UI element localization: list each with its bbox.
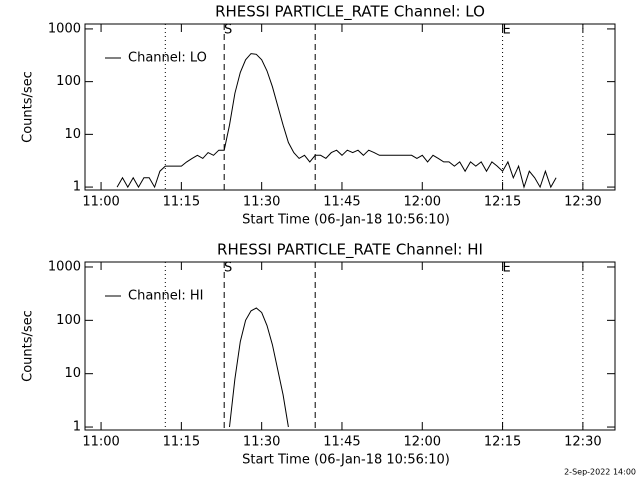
y-tick-label: 10: [64, 127, 81, 142]
y-tick-label: 1000: [48, 259, 81, 274]
y-axis-label: Counts/sec: [21, 71, 36, 143]
x-tick-label: 11:30: [243, 435, 280, 450]
y-tick-label: 100: [56, 313, 81, 328]
plot-frame: [84, 261, 616, 431]
x-tick-label: 11:30: [243, 195, 280, 210]
marker-label: S: [224, 261, 232, 276]
y-tick-label: 100: [56, 74, 81, 89]
chart-title: RHESSI PARTICLE_RATE Channel: LO: [215, 3, 485, 22]
x-tick-label: 12:30: [564, 195, 601, 210]
legend-label: Channel: LO: [128, 51, 207, 66]
x-tick-label: 11:15: [163, 435, 200, 450]
x-tick-label: 11:45: [323, 195, 360, 210]
data-line: [229, 307, 289, 428]
x-tick-label: 11:15: [163, 195, 200, 210]
data-line: [116, 53, 557, 189]
plot-area: [116, 53, 557, 189]
plot-frame: [84, 23, 616, 191]
x-tick-label: 11:00: [82, 195, 119, 210]
marker-label: E: [502, 23, 510, 38]
x-tick-label: 11:00: [82, 435, 119, 450]
y-tick-label: 1000: [48, 21, 81, 36]
x-axis-label: Start Time (06-Jan-18 10:56:10): [242, 453, 450, 468]
x-tick-label: 12:15: [484, 195, 521, 210]
marker-label: E: [502, 261, 510, 276]
y-tick-label: 1: [73, 420, 81, 435]
x-tick-label: 12:00: [404, 435, 441, 450]
legend-label: Channel: HI: [128, 289, 204, 304]
chart-title: RHESSI PARTICLE_RATE Channel: HI: [217, 241, 483, 260]
x-axis-label: Start Time (06-Jan-18 10:56:10): [242, 213, 450, 228]
y-tick-label: 10: [64, 366, 81, 381]
x-tick-label: 12:30: [564, 435, 601, 450]
y-tick-label: 1: [73, 180, 81, 195]
marker-label: S: [224, 23, 232, 38]
x-tick-label: 11:45: [323, 435, 360, 450]
plot-area: [229, 307, 289, 428]
x-tick-label: 12:00: [404, 195, 441, 210]
y-axis-label: Counts/sec: [21, 310, 36, 382]
x-tick-label: 12:15: [484, 435, 521, 450]
footer: 2-Sep-2022 14:00: [564, 468, 636, 477]
